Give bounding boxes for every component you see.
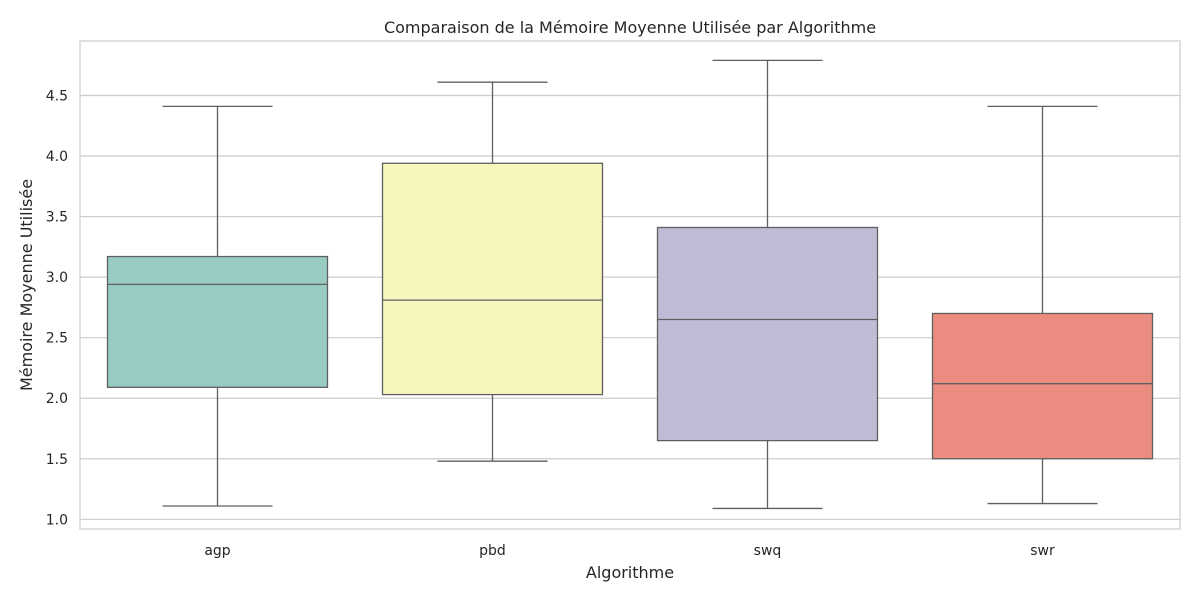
box-iqr	[381, 162, 604, 396]
x-tick-label: swq	[754, 543, 782, 559]
box-group-pbd	[381, 81, 604, 462]
plot-frame	[79, 40, 1181, 530]
y-tick-label: 4.5	[46, 88, 68, 104]
x-axis-label: Algorithme	[586, 563, 674, 582]
y-tick-label: 1.5	[46, 452, 68, 468]
x-tick-label: swr	[1030, 543, 1055, 559]
x-tick-labels: agp pbd swq swr	[204, 543, 1055, 559]
y-tick-label: 3.0	[46, 270, 68, 286]
y-tick-label: 4.0	[46, 149, 68, 165]
box-group-agp	[106, 105, 329, 507]
box-iqr	[656, 226, 879, 442]
y-tick-label: 1.0	[46, 512, 68, 528]
box-iqr	[106, 255, 329, 388]
y-tick-label: 2.5	[46, 331, 68, 347]
y-tick-label: 3.5	[46, 210, 68, 226]
chart-title: Comparaison de la Mémoire Moyenne Utilis…	[384, 18, 876, 37]
y-tick-labels: 1.0 1.5 2.0 2.5 3.0 3.5 4.0 4.5	[46, 88, 68, 528]
y-tick-label: 2.0	[46, 391, 68, 407]
box-layer	[106, 59, 1154, 510]
x-tick-label: agp	[204, 543, 230, 559]
box-iqr	[931, 312, 1154, 460]
box-group-swq	[656, 59, 879, 510]
x-tick-label: pbd	[479, 543, 506, 559]
y-axis-label: Mémoire Moyenne Utilisée	[17, 179, 36, 391]
box-group-swr	[931, 105, 1154, 505]
